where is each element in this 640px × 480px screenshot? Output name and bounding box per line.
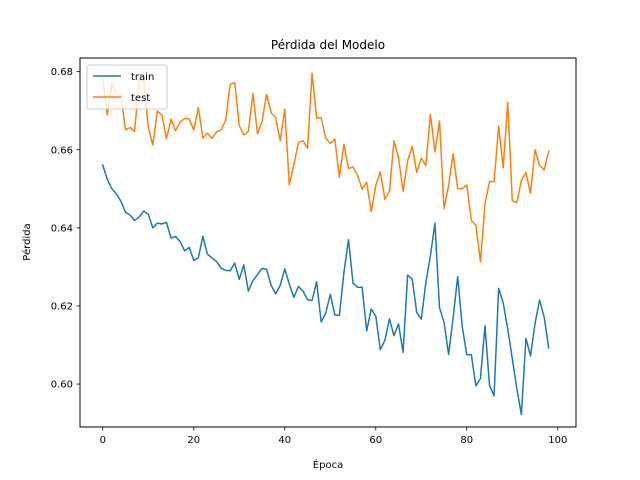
- x-tick-label: 80: [460, 435, 473, 446]
- legend-box: [86, 64, 168, 110]
- y-tick-label: 0.68: [51, 67, 73, 78]
- y-tick-label: 0.66: [51, 145, 73, 156]
- chart-title: Pérdida del Modelo: [271, 38, 385, 52]
- y-tick-label: 0.62: [51, 301, 73, 312]
- series-line-test: [101, 72, 550, 263]
- x-axis: 0 20 40 60 80 100: [100, 427, 567, 446]
- series-lines: [101, 72, 550, 416]
- y-tick-label: 0.64: [51, 223, 73, 234]
- y-tick-label: 0.60: [51, 380, 73, 391]
- legend-label-test: test: [131, 93, 150, 104]
- series-line-train: [101, 164, 550, 416]
- legend-label-train: train: [131, 72, 154, 83]
- x-tick-label: 60: [369, 435, 382, 446]
- x-tick-label: 40: [278, 435, 291, 446]
- x-tick-label: 0: [100, 435, 106, 446]
- x-tick-label: 20: [187, 435, 200, 446]
- y-axis-title: Pérdida: [21, 223, 33, 260]
- plot-frame: [79, 57, 577, 428]
- x-tick-label: 100: [548, 435, 567, 446]
- plot-area: [79, 57, 577, 428]
- x-axis-title: Época: [313, 458, 343, 471]
- legend: train test: [86, 64, 168, 110]
- y-axis: 0.60 0.62 0.64 0.66 0.68: [51, 67, 80, 391]
